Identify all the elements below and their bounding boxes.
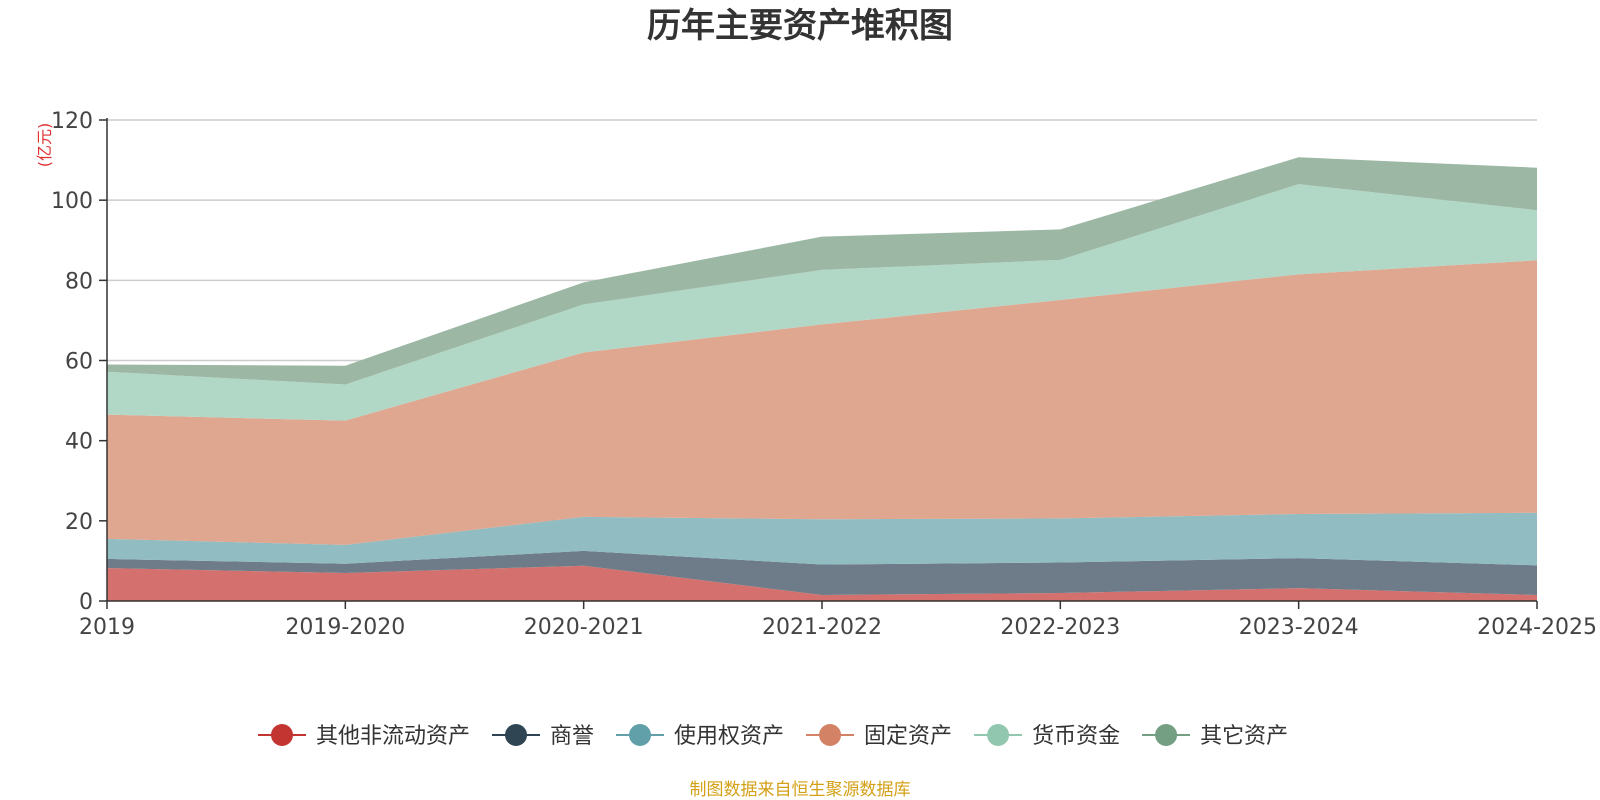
- legend-marker: [505, 724, 528, 746]
- y-axis-unit-label: (亿元): [35, 123, 54, 168]
- x-tick-label: 2021-2022: [762, 615, 882, 640]
- legend-marker: [987, 724, 1010, 746]
- x-tick-label: 2022-2023: [1000, 615, 1120, 640]
- area-series-group: [107, 157, 1537, 601]
- legend-label: 其它资产: [1200, 724, 1288, 749]
- legend-label: 使用权资产: [674, 724, 784, 749]
- legend-marker: [819, 724, 842, 746]
- legend-label: 货币资金: [1032, 724, 1120, 749]
- y-tick-label: 40: [65, 430, 93, 455]
- area-series-商誉: [107, 550, 1537, 595]
- legend-label: 商誉: [550, 724, 594, 749]
- legend-label: 固定资产: [864, 724, 952, 749]
- area-series-货币资金: [107, 184, 1537, 421]
- legend: 其他非流动资产 商誉 使用权资产 固定资产 货币资金 其它资产: [258, 724, 1288, 749]
- x-tick-label: 2019: [79, 615, 135, 640]
- x-tick-label: 2023-2024: [1239, 615, 1359, 640]
- legend-item[interactable]: 其他非流动资产: [258, 724, 470, 749]
- area-series-固定资产: [107, 260, 1537, 545]
- legend-marker: [271, 724, 293, 746]
- legend-item[interactable]: 商誉: [492, 724, 594, 749]
- x-tick-label: 2020-2021: [524, 615, 644, 640]
- legend-item[interactable]: 货币资金: [974, 724, 1120, 749]
- y-tick-label: 120: [51, 109, 93, 134]
- chart-title: 历年主要资产堆积图: [647, 6, 953, 46]
- legend-marker: [629, 724, 652, 746]
- legend-item[interactable]: 固定资产: [806, 724, 952, 749]
- area-series-使用权资产: [107, 512, 1537, 566]
- legend-item[interactable]: 其它资产: [1142, 724, 1288, 749]
- y-tick-label: 20: [65, 510, 93, 535]
- x-tick-label: 2019-2020: [285, 615, 405, 640]
- legend-marker: [1155, 724, 1178, 746]
- axes: 0 20 40 60 80 100 120 2019 2019-2020 2020-2021 202…: [51, 109, 1597, 640]
- y-tick-label: 0: [79, 590, 93, 615]
- legend-item[interactable]: 使用权资产: [616, 724, 784, 749]
- data-source-note: 制图数据来自恒生聚源数据库: [690, 780, 911, 800]
- area-series-其它资产: [107, 157, 1537, 385]
- x-tick-label: 2024-2025: [1477, 615, 1597, 640]
- y-tick-label: 80: [65, 269, 93, 294]
- y-tick-label: 60: [65, 350, 93, 375]
- area-series-其他非流动资产: [107, 565, 1537, 601]
- legend-label: 其他非流动资产: [316, 724, 470, 749]
- y-tick-label: 100: [51, 189, 93, 214]
